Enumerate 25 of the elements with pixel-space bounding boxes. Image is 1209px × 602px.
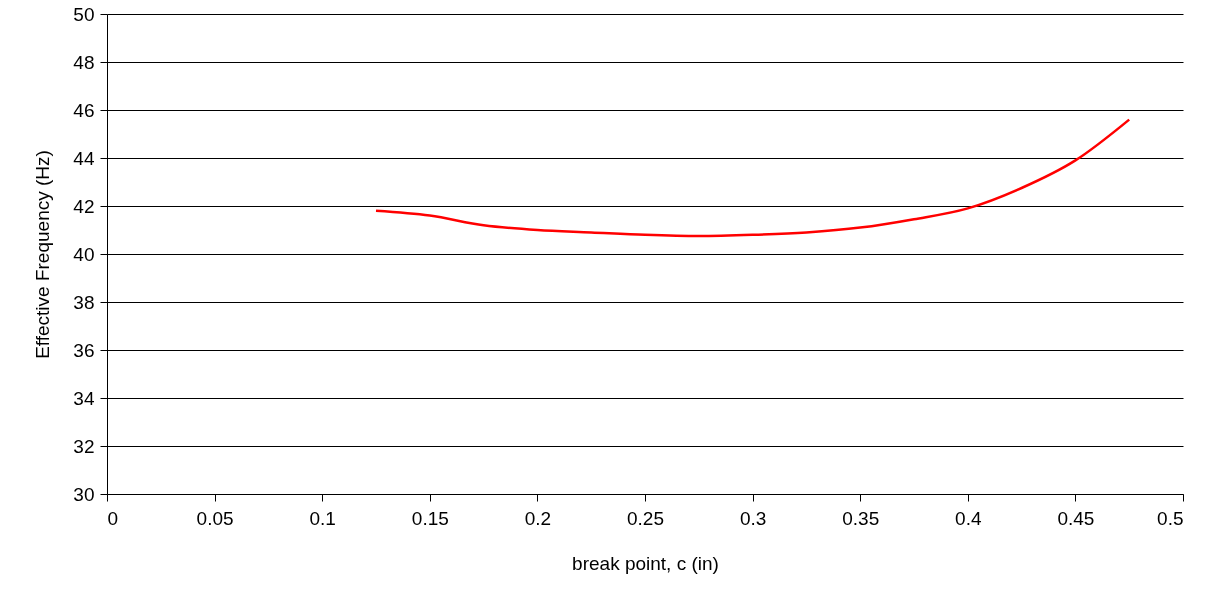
y-tick-label: 50 bbox=[73, 3, 95, 25]
x-tick-label: 0.3 bbox=[739, 507, 767, 529]
x-tick-label: 0.35 bbox=[842, 507, 880, 529]
x-axis-title: break point, c (in) bbox=[572, 552, 719, 574]
x-tick-label: 0 bbox=[107, 507, 119, 529]
y-tick-label: 34 bbox=[73, 387, 95, 409]
x-tick-label: 0.4 bbox=[955, 507, 982, 529]
x-tick-label: 0.25 bbox=[627, 507, 664, 529]
y-tick-label: 32 bbox=[73, 435, 95, 457]
y-tick-label: 36 bbox=[73, 339, 95, 361]
y-tick-label: 44 bbox=[73, 147, 95, 169]
x-tick-label: 0.45 bbox=[1057, 507, 1095, 529]
x-tick-label: 0.15 bbox=[411, 507, 449, 529]
y-tick-label: 30 bbox=[73, 483, 95, 505]
x-tick-label: 0.2 bbox=[524, 507, 552, 529]
y-axis-title: Effective Frequency (Hz) bbox=[32, 150, 54, 359]
line-series bbox=[374, 118, 1131, 238]
x-tick-label: 0.05 bbox=[196, 507, 234, 529]
x-tick-label: 0.5 bbox=[1157, 507, 1184, 529]
x-tick-label: 0.1 bbox=[309, 507, 336, 529]
y-tick-label: 48 bbox=[73, 51, 95, 73]
y-tick-label: 42 bbox=[73, 195, 95, 217]
y-tick-label: 46 bbox=[73, 99, 95, 121]
y-tick-label: 38 bbox=[73, 291, 95, 313]
y-tick-label: 40 bbox=[73, 243, 95, 265]
